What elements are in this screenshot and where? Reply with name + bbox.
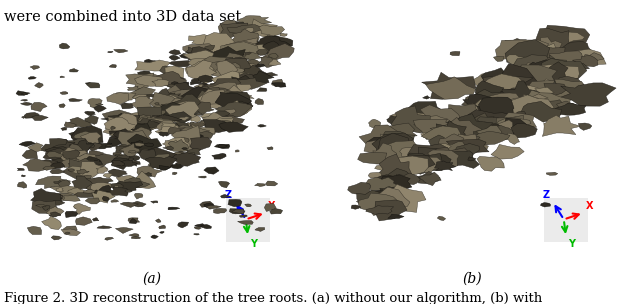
Text: X: X [268, 201, 275, 211]
Text: Y: Y [250, 239, 257, 249]
Text: (b): (b) [462, 272, 482, 286]
Text: Figure 2. 3D reconstruction of the tree roots. (a) without our algorithm, (b) wi: Figure 2. 3D reconstruction of the tree … [4, 292, 542, 304]
Text: X: X [586, 201, 593, 211]
Text: were combined into 3D data set.: were combined into 3D data set. [4, 10, 246, 24]
Text: Z: Z [225, 190, 232, 200]
Text: Y: Y [568, 239, 575, 249]
Text: (a): (a) [143, 272, 161, 286]
FancyBboxPatch shape [544, 198, 588, 242]
FancyBboxPatch shape [226, 198, 270, 242]
Text: Z: Z [543, 190, 550, 200]
